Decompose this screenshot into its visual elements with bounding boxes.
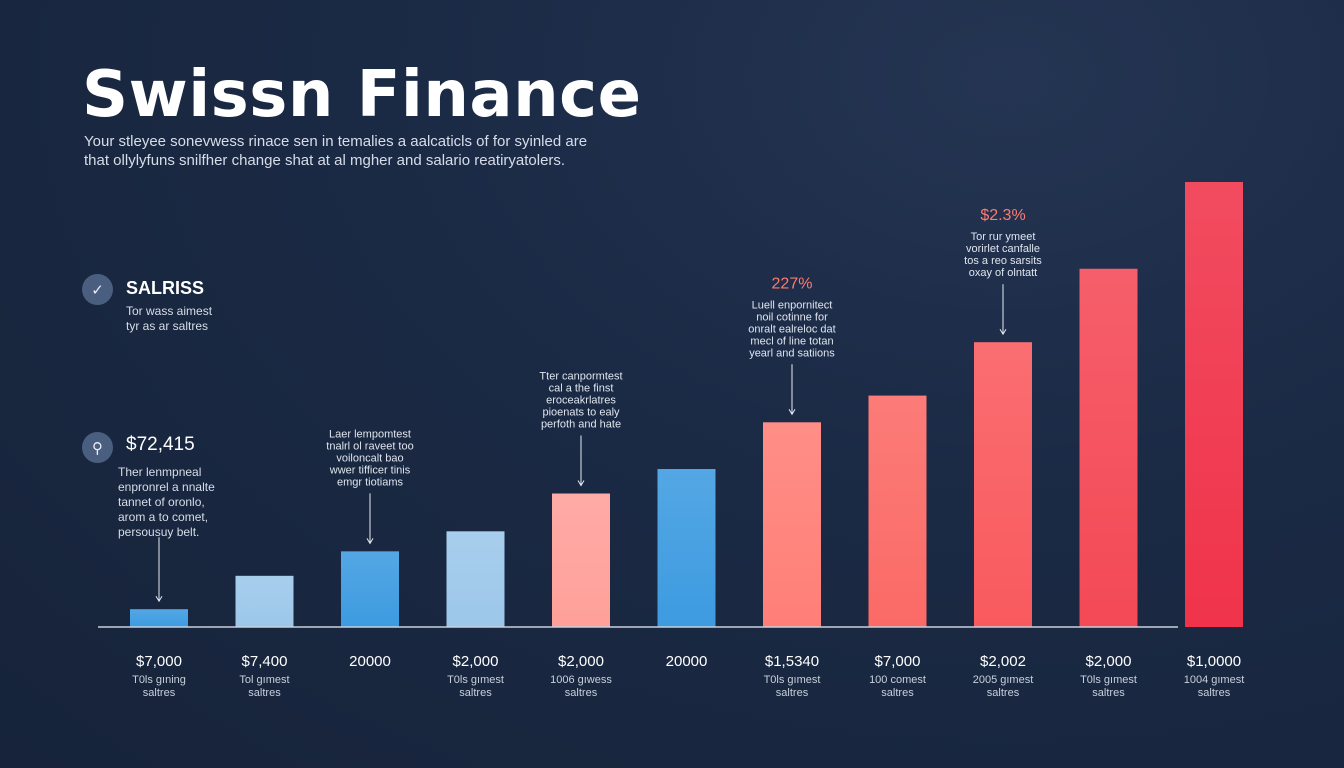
page-subtitle: Your stleyee sonevwess rinace sen in tem… (84, 132, 604, 170)
total-value: $72,415 (126, 434, 195, 455)
x-tick-sublabel: saltres (1198, 687, 1231, 699)
arrow-head-icon (155, 595, 163, 603)
x-tick-label: $1,5340 (765, 653, 819, 670)
bar-highlight (341, 551, 399, 627)
bar-highlight (552, 493, 610, 627)
annotation-text: perfoth and hate (541, 419, 621, 431)
annotation-text: Tor rur ymeet (971, 231, 1036, 243)
bar-highlight (1185, 182, 1243, 627)
callout-percent: 227% (772, 275, 813, 292)
x-tick-label: $2,000 (558, 653, 604, 670)
bar-highlight (868, 395, 927, 627)
annotation-text: yearl and satiions (749, 347, 835, 359)
x-tick-sublabel: T0ls gımest (764, 674, 821, 686)
x-tick-label: 20000 (349, 653, 391, 670)
annotation-text: Laer lempomtest (329, 428, 411, 440)
note-line: arom a to comet, (118, 510, 209, 524)
bars-group (130, 182, 1243, 627)
x-tick-label: $2,000 (453, 653, 499, 670)
annotation-text: tos a reo sarsits (964, 255, 1042, 267)
note-line: tyr as ar saltres (126, 319, 209, 333)
bar-highlight (235, 575, 294, 627)
x-tick-sublabel: 1004 gımest (1184, 674, 1245, 686)
x-tick-label: $1,0000 (1187, 653, 1241, 670)
annotation-text: Luell enpornitect (752, 299, 833, 311)
checkmark-icon: ✓ (82, 274, 113, 305)
subtitle-line: that ollylyfuns snilfher change shat at … (84, 152, 566, 169)
arrow-head-icon (366, 538, 374, 545)
annotation-text: oxay of olntatt (969, 267, 1038, 279)
x-tick-sublabel: saltres (248, 687, 281, 699)
note-line: Ther lenmpneal (118, 465, 202, 479)
note-line: Tor wass aimest (126, 304, 213, 318)
salaries-note: Tor wass aimest tyr as ar saltres (126, 304, 212, 334)
x-tick-label: $7,000 (136, 653, 182, 670)
annotation-text: onralt ealreloc dat (748, 323, 835, 335)
x-tick-sublabel: 2005 gımest (973, 674, 1034, 686)
x-tick-sublabel: 100 comest (869, 674, 926, 686)
annotation-text: noil cotinne for (756, 311, 828, 323)
total-note: Ther lenmpneal enpronrel a nnalte tannet… (118, 465, 215, 540)
x-tick-sublabel: saltres (565, 687, 598, 699)
note-line: enpronrel a nnalte (118, 480, 215, 494)
search-icon: ⚲ (82, 432, 113, 463)
annotation-text: vorirlet canfalle (966, 243, 1040, 255)
note-line: tannet of oronlo, (118, 495, 205, 509)
x-tick-sublabel: saltres (1092, 687, 1125, 699)
x-tick-label: $7,400 (242, 653, 288, 670)
x-tick-sublabel: T0ls gıning (132, 674, 186, 686)
annotation-text: pioenats to ealy (542, 407, 620, 419)
x-tick-label: $7,000 (875, 653, 921, 670)
arrow-head-icon (788, 409, 796, 416)
bar-highlight (657, 469, 716, 627)
x-tick-sublabel: T0ls gımest (447, 674, 504, 686)
x-tick-sublabel: T0ls gımest (1080, 674, 1137, 686)
x-tick-label: 20000 (666, 653, 708, 670)
arrow-head-icon (999, 328, 1007, 336)
bar-highlight (974, 342, 1032, 627)
annotation-text: mecl of line totan (750, 335, 833, 347)
x-tick-sublabel: Tol gımest (239, 674, 289, 686)
annotation-text: tnalrl ol raveet too (326, 440, 413, 452)
salaries-heading: SALRISS (126, 278, 205, 298)
bar-highlight (1079, 268, 1138, 627)
note-line: persousuy belt. (118, 525, 200, 539)
x-tick-sublabel: 1006 gıwess (550, 674, 612, 686)
bar-highlight (763, 422, 821, 627)
annotation-text: wwer tifficer tinis (329, 464, 411, 476)
annotation-text: emgr tiotiams (337, 476, 404, 488)
x-tick-sublabel: saltres (776, 687, 809, 699)
callout-percent: $2.3% (980, 207, 1025, 224)
bar-highlight (130, 609, 188, 627)
subtitle-line: Your stleyee sonevwess rinace sen in tem… (84, 133, 588, 150)
bar-highlight (446, 531, 505, 627)
x-tick-label: $2,000 (1086, 653, 1132, 670)
page-title: Swissn Finance (82, 58, 642, 132)
annotation-text: cal a the finst (549, 383, 614, 395)
x-tick-sublabel: saltres (987, 687, 1020, 699)
arrow-head-icon (577, 480, 585, 487)
x-tick-label: $2,002 (980, 653, 1026, 670)
x-tick-sublabel: saltres (459, 687, 492, 699)
annotation-text: eroceakrlatres (546, 395, 616, 407)
x-tick-sublabel: saltres (881, 687, 914, 699)
annotation-text: voiloncalt bao (336, 452, 403, 464)
annotation-text: Tter canpormtest (539, 371, 622, 383)
x-tick-sublabel: saltres (143, 687, 176, 699)
